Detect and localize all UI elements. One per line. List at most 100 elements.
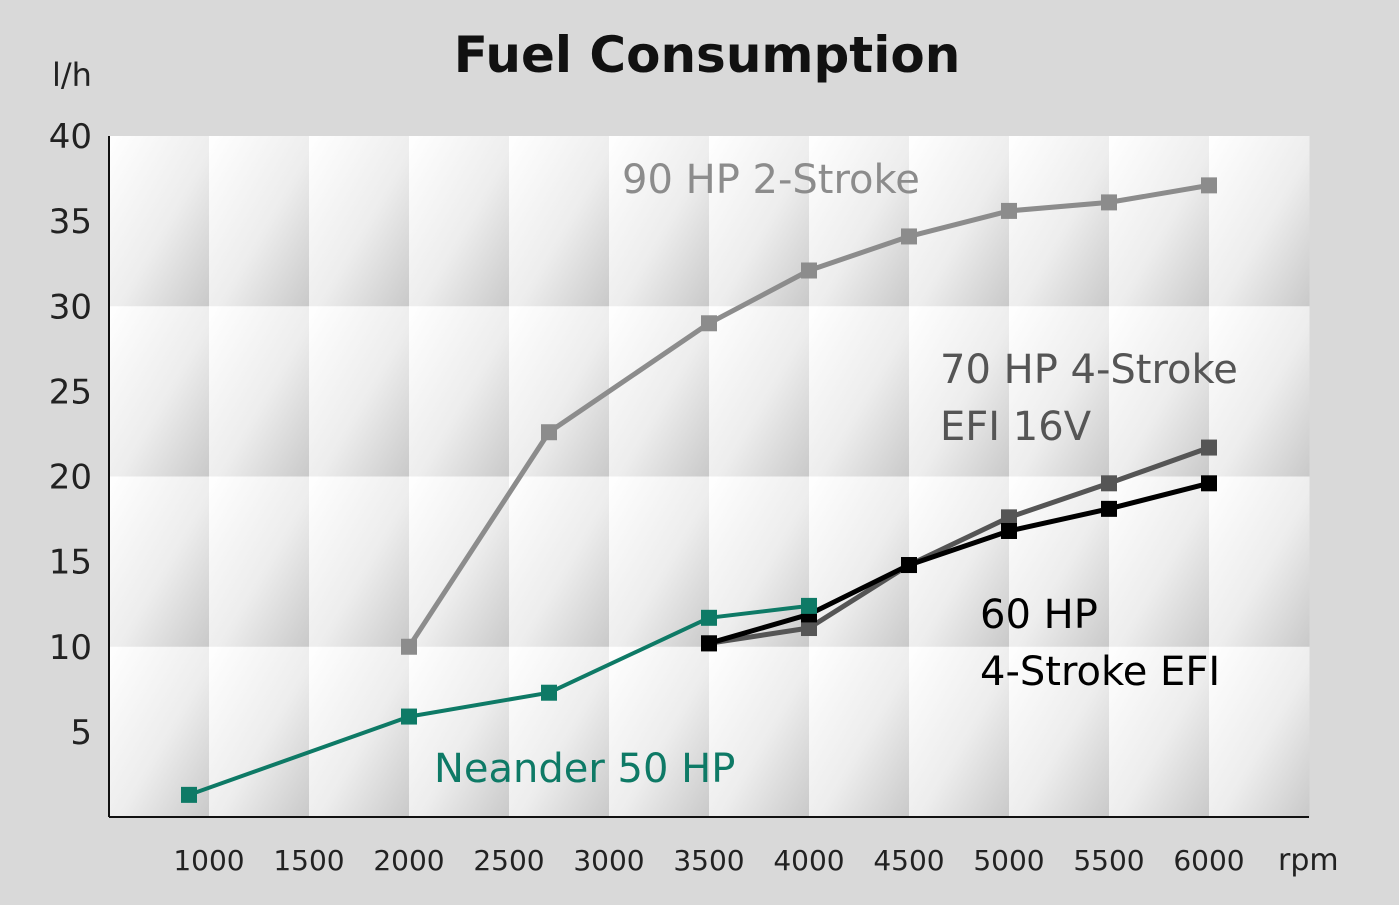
grid-cell xyxy=(1209,136,1310,307)
grid-cell xyxy=(1109,306,1210,477)
series-label-neander-50-hp: Neander 50 HP xyxy=(434,746,735,792)
x-tick-label: 1500 xyxy=(273,844,344,877)
series-line xyxy=(406,182,1210,649)
grid-cell xyxy=(209,306,310,477)
data-point xyxy=(701,609,717,626)
data-point xyxy=(901,228,917,245)
grid-cell xyxy=(309,476,410,648)
data-point xyxy=(801,620,817,637)
grid-cell xyxy=(509,306,610,477)
data-point xyxy=(181,786,197,803)
grid-cell xyxy=(1109,646,1210,818)
series-90-hp-2-stroke xyxy=(401,177,1217,655)
grid-cell xyxy=(1009,646,1110,818)
x-tick-labels: 1000 1500 2000 2500 3000 3500 4000 4500 5000 5500… xyxy=(173,844,1244,877)
x-tick-label: 2000 xyxy=(373,844,444,877)
grid-cell xyxy=(409,136,510,307)
chart-title: Fuel Consumption xyxy=(454,26,961,84)
grid-cell xyxy=(909,306,1010,477)
data-point xyxy=(1101,194,1117,211)
x-tick-label: 5500 xyxy=(1073,844,1144,877)
data-point xyxy=(1101,475,1117,492)
series-layer xyxy=(181,177,1217,803)
grid-cell xyxy=(809,306,910,477)
x-tick-label: 3000 xyxy=(573,844,644,877)
grid-cell xyxy=(1109,476,1210,648)
x-tick-label: 6000 xyxy=(1173,844,1244,877)
grid-cell xyxy=(1209,476,1310,648)
grid-cell xyxy=(409,306,510,477)
x-tick-label: 4500 xyxy=(873,844,944,877)
data-point xyxy=(901,557,917,574)
grid-cell xyxy=(809,136,910,307)
y-tick-label: 35 xyxy=(49,202,92,242)
y-axis-unit-label: l/h xyxy=(52,56,92,94)
data-point xyxy=(801,262,817,279)
y-tick-label: 30 xyxy=(49,287,92,327)
data-point xyxy=(1201,177,1217,194)
grid-cell xyxy=(809,476,910,648)
grid-cell xyxy=(509,136,610,307)
grid-cell xyxy=(209,646,310,818)
data-point xyxy=(1101,500,1117,517)
y-tick-labels: 5 10 15 20 25 30 35 40 xyxy=(49,117,92,753)
grid-cell xyxy=(1209,646,1310,818)
data-point xyxy=(1001,509,1017,526)
grid-cell xyxy=(1009,136,1110,307)
y-tick-label: 40 xyxy=(49,117,92,157)
y-tick-label: 20 xyxy=(49,458,92,498)
series-line xyxy=(708,480,1210,646)
grid-cell xyxy=(409,646,510,818)
grid-cell xyxy=(309,646,410,818)
grid-cell xyxy=(609,646,710,818)
series-label-70-hp-4-stroke-efi-16v: 70 HP 4-Stroke xyxy=(940,347,1238,393)
grid-cell xyxy=(309,306,410,477)
x-axis-unit-label: rpm xyxy=(1278,843,1339,878)
y-tick-label: 5 xyxy=(70,713,92,753)
y-tick-label: 10 xyxy=(49,628,92,668)
data-point xyxy=(401,708,417,725)
x-tick-label: 3500 xyxy=(673,844,744,877)
data-point xyxy=(701,635,717,652)
grid-cell xyxy=(609,476,710,648)
data-point xyxy=(541,424,557,441)
series-labels: 90 HP 2-Stroke 70 HP 4-Stroke EFI 16V 60 HP… xyxy=(434,157,1238,792)
data-point xyxy=(541,684,557,701)
series-neander-50-hp xyxy=(181,597,817,803)
plot-background xyxy=(109,136,1310,818)
y-tick-label: 15 xyxy=(49,543,92,583)
grid-cell xyxy=(209,136,310,307)
x-tick-label: 5000 xyxy=(973,844,1044,877)
x-tick-label: 4000 xyxy=(773,844,844,877)
grid-cell xyxy=(109,476,210,648)
y-tick-label: 25 xyxy=(49,372,92,412)
series-60-hp-4-stroke-efi xyxy=(701,475,1217,652)
data-point xyxy=(1001,522,1017,539)
data-point xyxy=(1201,475,1217,492)
grid-cell xyxy=(709,306,810,477)
grid-cell xyxy=(209,476,310,648)
x-tick-label: 2500 xyxy=(473,844,544,877)
series-label-70-hp-4-stroke-efi-16v: EFI 16V xyxy=(940,404,1092,450)
data-point xyxy=(1001,202,1017,219)
data-point xyxy=(1201,439,1217,456)
grid-cell xyxy=(1209,306,1310,477)
grid-cell xyxy=(1109,136,1210,307)
x-tick-label: 1000 xyxy=(173,844,244,877)
grid-cell xyxy=(909,646,1010,818)
grid-cell xyxy=(109,136,210,307)
series-line xyxy=(708,445,1210,646)
series-label-90-hp-2-stroke: 90 HP 2-Stroke xyxy=(622,157,920,203)
grid-cell xyxy=(509,646,610,818)
grid-cell xyxy=(809,646,910,818)
data-point xyxy=(701,315,717,332)
grid-cell xyxy=(509,476,610,648)
grid-cell xyxy=(1009,306,1110,477)
grid-cell xyxy=(609,136,710,307)
grid-cell xyxy=(1009,476,1110,648)
grid-cell xyxy=(109,306,210,477)
data-point xyxy=(801,597,817,614)
grid-cell xyxy=(709,646,810,818)
data-point xyxy=(401,638,417,655)
